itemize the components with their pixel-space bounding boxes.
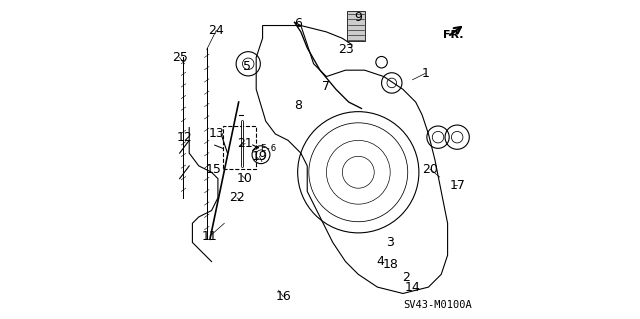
Text: 15: 15 <box>205 163 221 175</box>
Text: 24: 24 <box>209 24 224 37</box>
Text: SV43-M0100A: SV43-M0100A <box>404 300 472 310</box>
Text: 6: 6 <box>294 18 301 30</box>
Text: 18: 18 <box>382 258 398 271</box>
Text: 2: 2 <box>402 271 410 284</box>
Text: 16: 16 <box>275 290 291 303</box>
Text: 11: 11 <box>202 230 218 242</box>
Text: FR.: FR. <box>443 30 463 40</box>
Text: 13: 13 <box>209 128 224 140</box>
Text: 19: 19 <box>252 150 268 163</box>
Text: 10: 10 <box>237 172 253 185</box>
Text: 7: 7 <box>323 80 330 93</box>
Text: 5: 5 <box>243 61 251 73</box>
Text: 22: 22 <box>229 191 245 204</box>
Text: E-6: E-6 <box>260 144 276 153</box>
Text: 4: 4 <box>377 255 385 268</box>
Text: 12: 12 <box>177 131 192 144</box>
Text: 25: 25 <box>172 51 188 64</box>
Text: 9: 9 <box>355 11 362 24</box>
Bar <box>347 11 365 41</box>
Text: 1: 1 <box>421 67 429 80</box>
Text: 14: 14 <box>404 281 420 293</box>
Text: 23: 23 <box>338 43 353 56</box>
Text: 17: 17 <box>449 179 465 191</box>
Text: 8: 8 <box>294 99 301 112</box>
Text: 20: 20 <box>422 163 438 175</box>
Text: 21: 21 <box>237 137 253 150</box>
Text: 3: 3 <box>387 236 394 249</box>
